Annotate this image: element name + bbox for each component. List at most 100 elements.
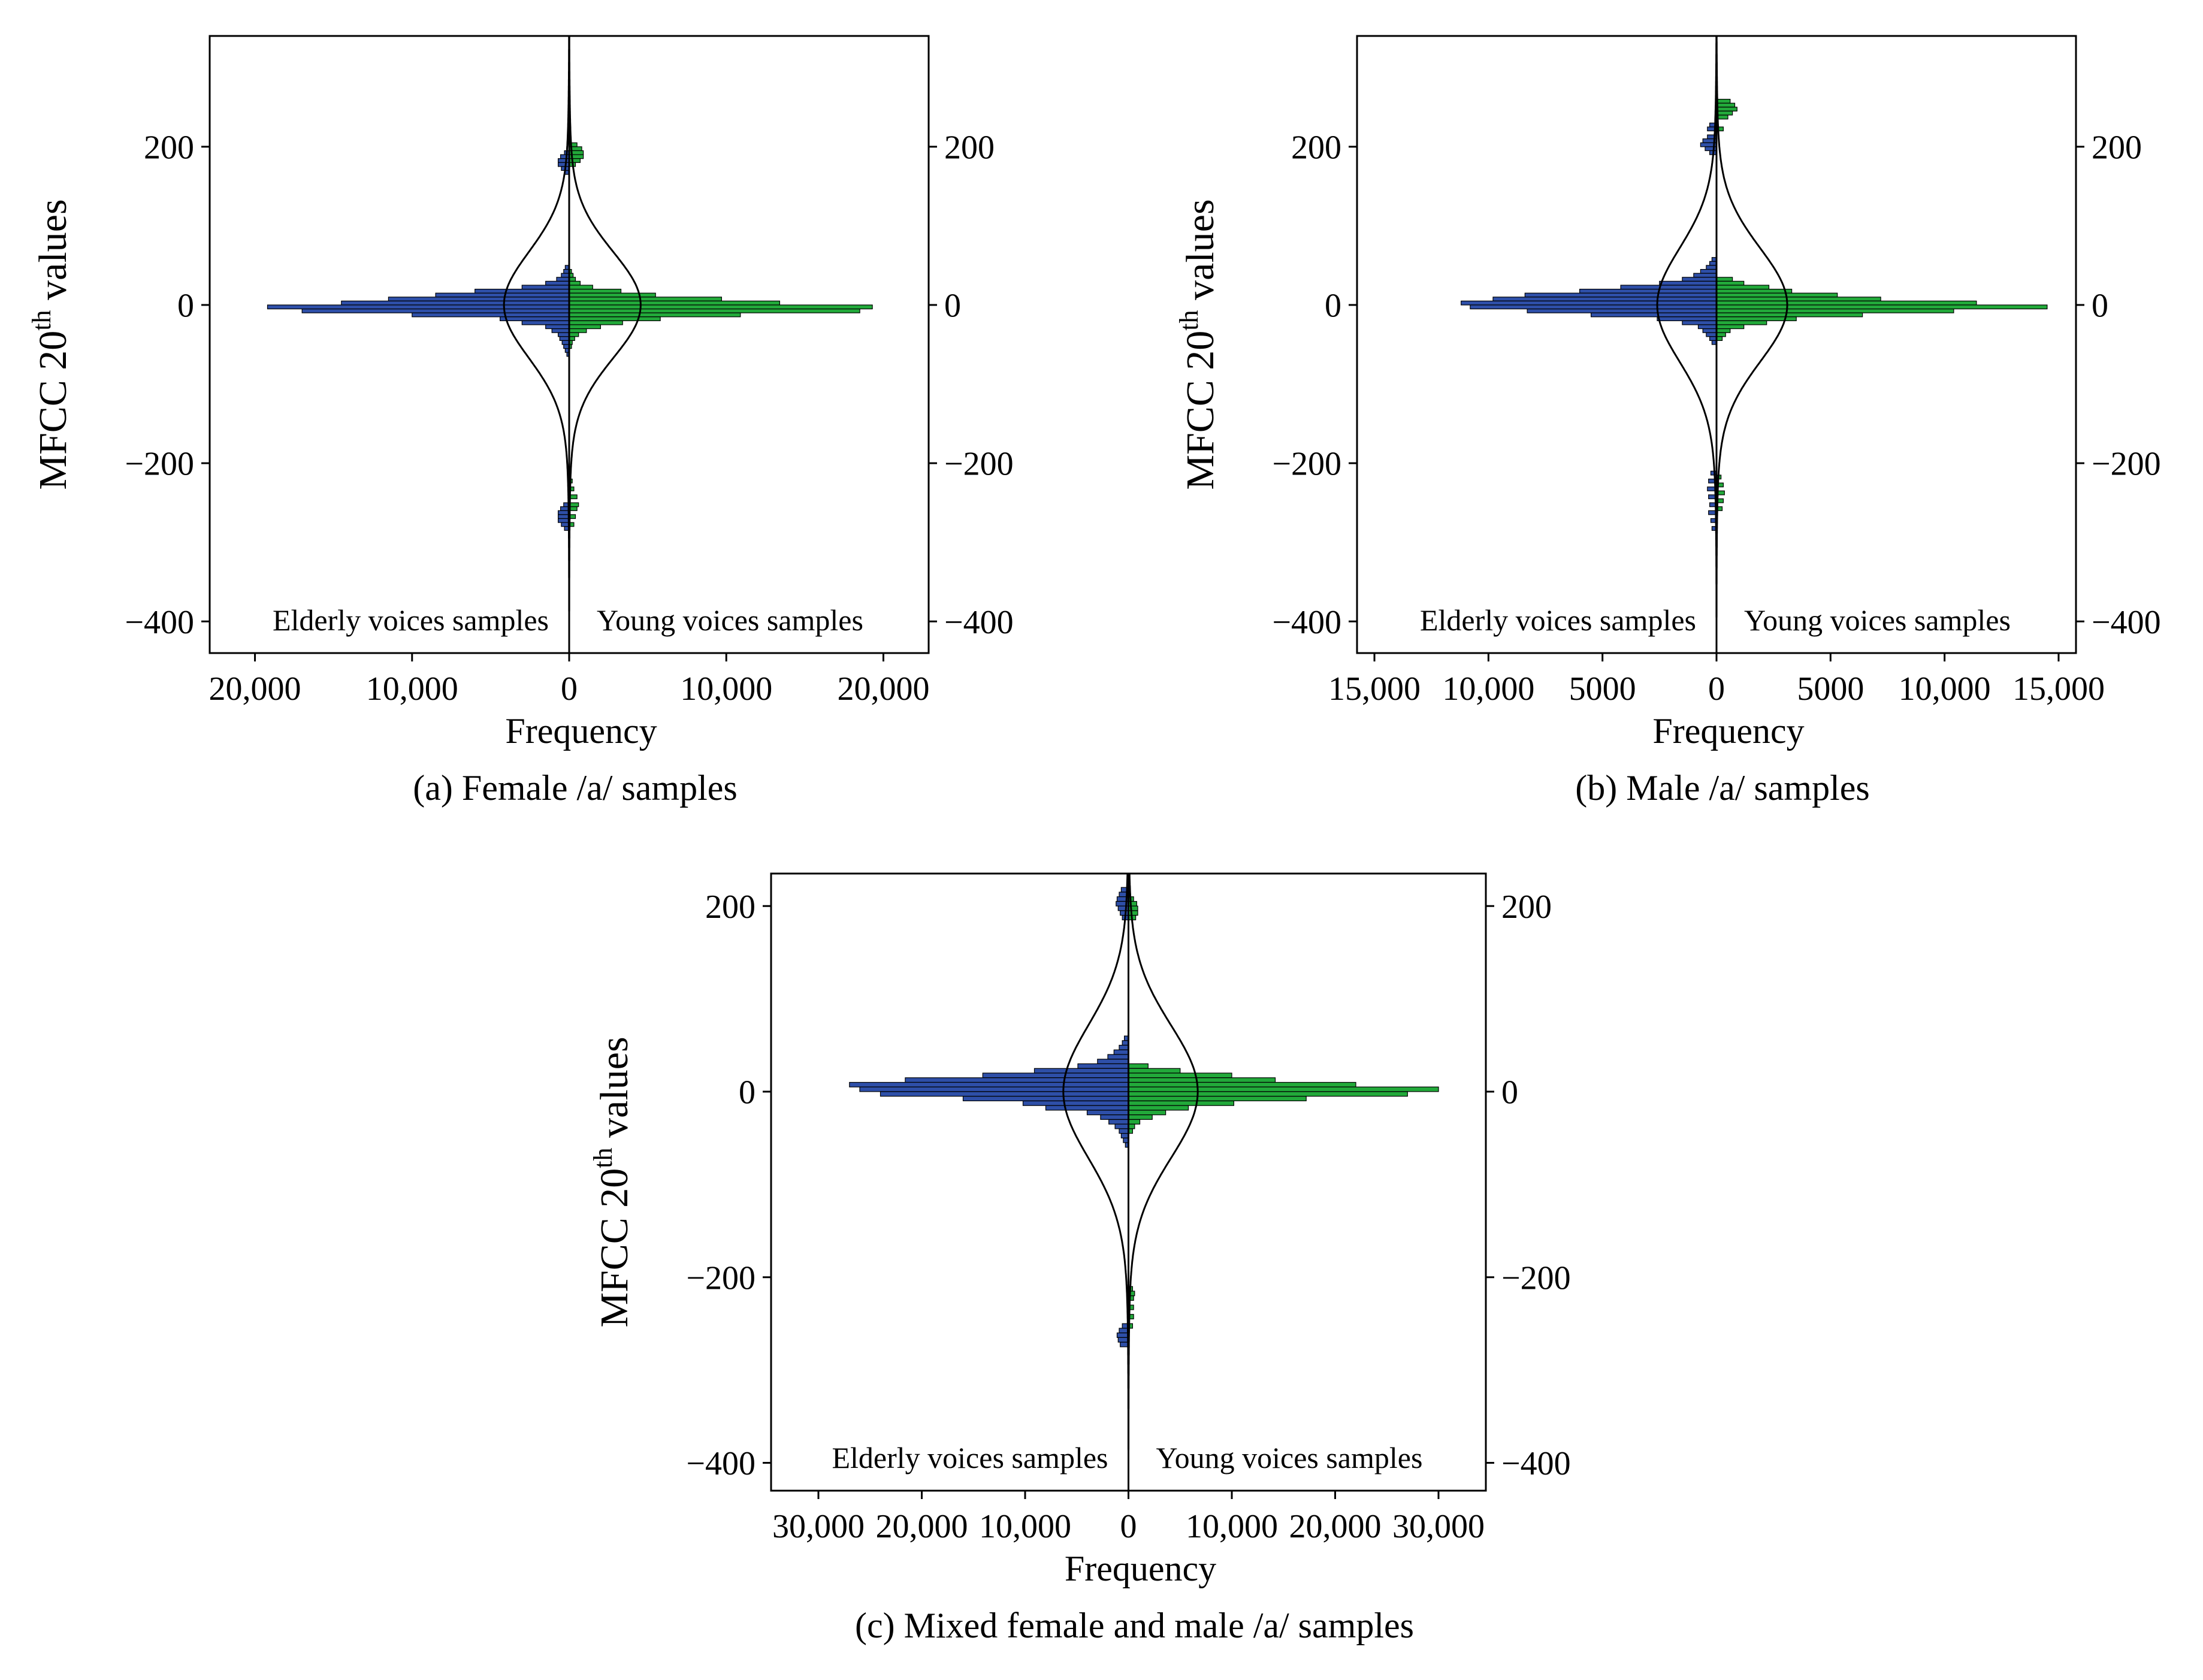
y-tick-label-right-c-0: 0 [1501, 1074, 1518, 1111]
histogram-bar-young [1716, 312, 1863, 318]
x-tick-label-c-right-30000: 30,000 [1392, 1508, 1485, 1545]
y-axis-title-sup-b: th [1174, 310, 1204, 330]
panel-a: 200 0 −200 −400 200 0 −200 −400 20,000 1… [27, 35, 1014, 808]
y-axis-title-a: MFCC 20th values [27, 199, 75, 490]
histogram-bar-young [1716, 324, 1745, 330]
y-tick-label-right-b-0: 0 [2092, 288, 2108, 325]
histogram-bar-elderly [1709, 336, 1717, 341]
y-tick-label-left-a-neg400: −400 [125, 604, 194, 641]
fit-curve-young [1128, 873, 1199, 1490]
histogram-bar-elderly [1033, 1068, 1129, 1074]
histogram-bar-elderly [1492, 297, 1717, 301]
x-tick-label-b-right-10000: 10,000 [1899, 670, 1991, 708]
histogram-bar-young [1128, 1063, 1149, 1069]
ticks-a [201, 146, 937, 661]
histogram-bar-young [1128, 1091, 1408, 1097]
histogram-bar-elderly [557, 162, 570, 167]
histogram-bar-elderly [1120, 1133, 1129, 1138]
histogram-bar-young [1128, 1086, 1439, 1092]
histogram-bar-young [569, 308, 860, 313]
histogram-bars-c [849, 887, 1439, 1347]
histogram-bar-young [1716, 285, 1770, 290]
histogram-bar-elderly [982, 1072, 1129, 1078]
x-tick-label-a-right-20000: 20,000 [837, 670, 929, 708]
histogram-bar-young [1716, 292, 1838, 298]
histogram-bar-elderly [560, 154, 570, 159]
x-tick-label-a-zero: 0 [561, 670, 578, 708]
y-axis-title-b: MFCC 20th values [1174, 199, 1222, 490]
y-tick-label-left-a-neg200: −200 [125, 446, 194, 483]
histogram-bar-elderly [1113, 1049, 1129, 1055]
x-tick-label-a-left-20000: 20,000 [209, 670, 301, 708]
histogram-bars-b [1461, 99, 2048, 531]
histogram-bar-elderly [561, 273, 570, 278]
histogram-bar-young [569, 300, 780, 306]
histogram-bar-young [569, 324, 602, 330]
x-tick-label-b-right-5000: 5000 [1797, 670, 1864, 708]
ticks-c [763, 905, 1494, 1499]
young-label-b: Young voices samples [1744, 603, 2011, 637]
histogram-bar-elderly [1697, 324, 1717, 330]
y-axis-title-c: MFCC 20th values [588, 1037, 636, 1327]
y-tick-label-right-b-neg400: −400 [2092, 604, 2161, 641]
histogram-bar-young [1128, 901, 1137, 907]
histogram-bar-elderly [499, 316, 570, 321]
histogram-bar-elderly [1693, 273, 1717, 278]
histogram-bar-young [1128, 1110, 1167, 1116]
histogram-bar-elderly [880, 1091, 1129, 1097]
histogram-bar-elderly [859, 1086, 1129, 1092]
y-axis-title-tail-a: values [31, 199, 75, 310]
histogram-bar-elderly [1682, 277, 1717, 282]
x-tick-label-b-left-10000: 10,000 [1442, 670, 1534, 708]
histogram-bar-young [569, 312, 741, 318]
y-axis-title-tail-b: values [1178, 199, 1222, 310]
histogram-bar-elderly [1461, 300, 1717, 306]
histogram-bar-elderly [559, 336, 570, 341]
y-tick-label-left-c-neg200: −200 [686, 1259, 756, 1297]
histogram-bar-elderly [1116, 1332, 1129, 1338]
histogram-bar-young [569, 297, 722, 301]
histogram-bar-elderly [1107, 1054, 1129, 1060]
fit-curve-young [568, 36, 642, 653]
x-tick-label-c-left-20000: 20,000 [876, 1508, 968, 1545]
histogram-bar-young [1128, 1077, 1276, 1083]
y-tick-label-right-a-200: 200 [944, 129, 995, 166]
histogram-bar-young [1716, 332, 1726, 337]
x-axis-title-c: Frequency [1065, 1549, 1216, 1588]
histogram-bar-young [1716, 328, 1731, 333]
elderly-label-b: Elderly voices samples [1420, 603, 1696, 637]
x-tick-label-b-right-15000: 15,000 [2012, 670, 2105, 708]
young-label-a: Young voices samples [597, 603, 863, 637]
histogram-bar-young [1716, 99, 1731, 104]
histogram-bar-elderly [341, 300, 570, 306]
histogram-bar-elderly [1700, 269, 1717, 274]
y-tick-label-right-a-neg400: −400 [944, 604, 1014, 641]
y-tick-label-left-b-neg200: −200 [1272, 446, 1341, 483]
histogram-bar-elderly [267, 304, 570, 310]
histogram-bar-young [1128, 1068, 1181, 1074]
histogram-bar-young [1716, 277, 1733, 282]
y-tick-label-left-a-200: 200 [144, 129, 194, 166]
histogram-bar-elderly [557, 332, 570, 337]
histogram-bar-elderly [1706, 332, 1717, 337]
histogram-bar-young [569, 328, 587, 333]
x-tick-label-a-left-10000: 10,000 [366, 670, 458, 708]
histogram-bar-young [1128, 910, 1138, 916]
y-tick-label-left-c-200: 200 [705, 889, 756, 926]
x-tick-label-b-left-5000: 5000 [1569, 670, 1636, 708]
histogram-bar-young [1128, 905, 1138, 911]
y-axis-title-tail-c: values [593, 1037, 636, 1147]
histogram-bar-young [1128, 1119, 1141, 1125]
caption-a: (a) Female /a/ samples [413, 768, 737, 808]
histogram-bar-elderly [1100, 1114, 1129, 1120]
histogram-bar-elderly [962, 1096, 1129, 1101]
histogram-bar-young [1716, 297, 1881, 301]
histogram-bar-young [569, 332, 579, 337]
x-axis-title-b: Frequency [1652, 711, 1804, 751]
histogram-bar-elderly [1097, 1059, 1129, 1065]
histogram-bar-young [1128, 1114, 1153, 1120]
y-tick-label-right-a-neg200: −200 [944, 446, 1014, 483]
histogram-bar-elderly [301, 308, 570, 313]
fit-curves-c [1062, 873, 1199, 1490]
histogram-bar-young [1128, 1072, 1232, 1078]
